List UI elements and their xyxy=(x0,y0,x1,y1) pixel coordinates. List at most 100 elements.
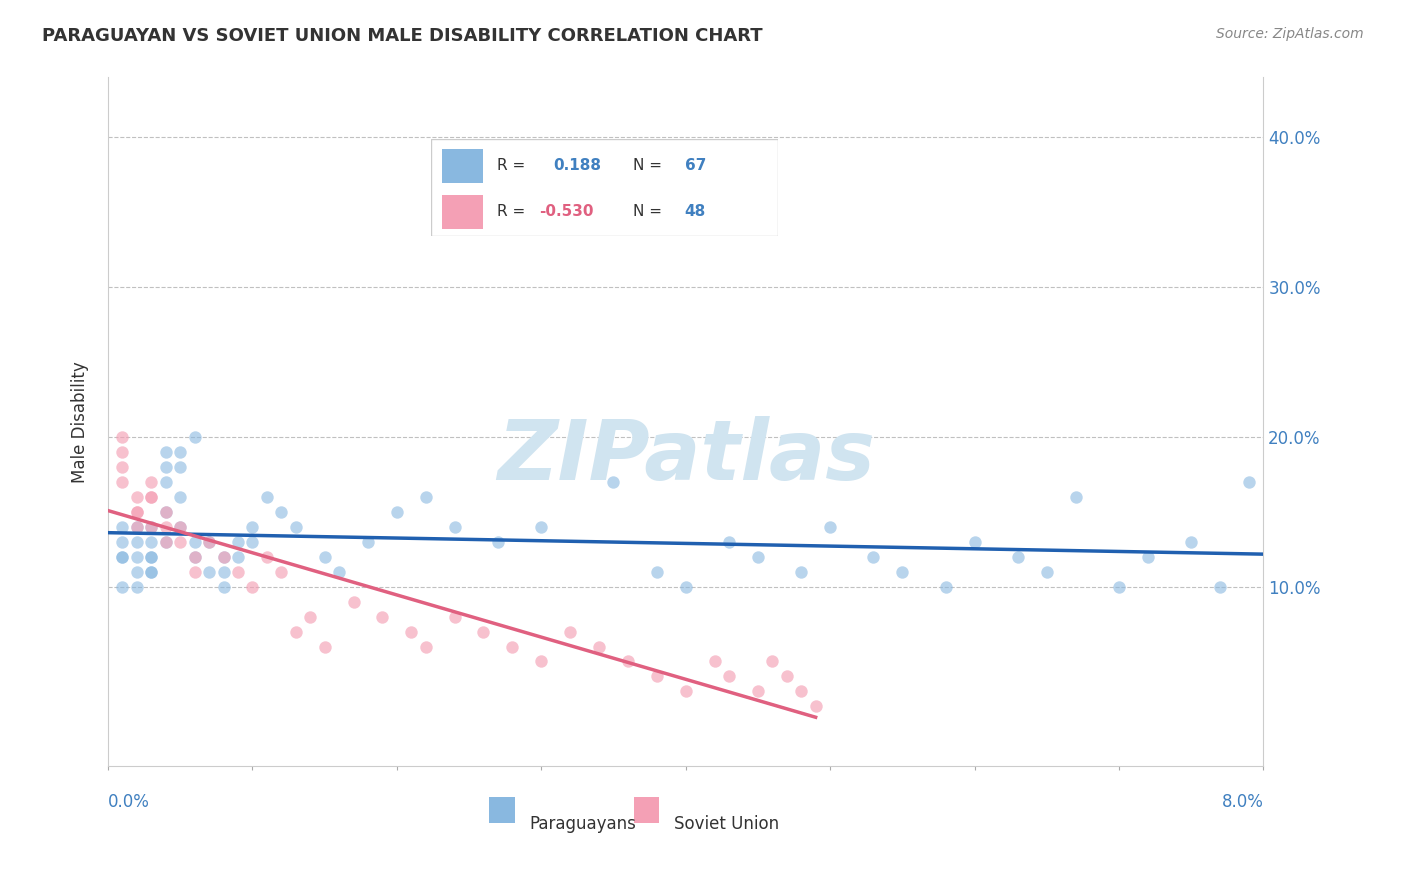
Point xyxy=(645,565,668,579)
Point xyxy=(212,565,235,579)
Point xyxy=(675,684,697,698)
Point xyxy=(111,459,134,474)
Point xyxy=(125,490,148,504)
Point xyxy=(501,640,523,654)
Point xyxy=(169,445,191,459)
Point xyxy=(125,519,148,533)
Point xyxy=(155,519,177,533)
Point xyxy=(183,549,205,564)
Point xyxy=(299,609,322,624)
Point xyxy=(169,459,191,474)
Point xyxy=(226,565,249,579)
Point xyxy=(141,549,163,564)
Point xyxy=(1035,565,1057,579)
Point xyxy=(141,565,163,579)
Point xyxy=(675,580,697,594)
Text: 8.0%: 8.0% xyxy=(1222,793,1264,812)
Point xyxy=(747,549,769,564)
Point xyxy=(111,445,134,459)
Point xyxy=(111,534,134,549)
Point xyxy=(1209,580,1232,594)
Point xyxy=(169,534,191,549)
Point xyxy=(183,549,205,564)
Text: Source: ZipAtlas.com: Source: ZipAtlas.com xyxy=(1216,27,1364,41)
Point xyxy=(1108,580,1130,594)
Point xyxy=(588,640,610,654)
Point xyxy=(141,519,163,533)
Point xyxy=(371,609,394,624)
Point xyxy=(111,430,134,444)
Point xyxy=(256,490,278,504)
Point xyxy=(226,534,249,549)
Point xyxy=(125,549,148,564)
Point xyxy=(284,519,307,533)
Point xyxy=(602,475,624,489)
Point xyxy=(935,580,957,594)
Point xyxy=(1237,475,1260,489)
Point xyxy=(111,549,134,564)
Point xyxy=(761,655,783,669)
Text: 0.0%: 0.0% xyxy=(108,793,150,812)
Point xyxy=(141,490,163,504)
Point xyxy=(862,549,884,564)
Point xyxy=(125,565,148,579)
Point xyxy=(242,580,264,594)
Point xyxy=(198,534,221,549)
Point xyxy=(155,534,177,549)
Point xyxy=(270,505,292,519)
Point xyxy=(212,549,235,564)
Point xyxy=(284,624,307,639)
Point xyxy=(242,519,264,533)
Point xyxy=(141,549,163,564)
Point xyxy=(804,699,827,714)
Point xyxy=(401,624,423,639)
Point xyxy=(155,534,177,549)
Point xyxy=(1007,549,1029,564)
Point xyxy=(125,534,148,549)
Point xyxy=(141,475,163,489)
Point xyxy=(530,655,553,669)
Point xyxy=(314,549,336,564)
Point xyxy=(1180,534,1202,549)
Y-axis label: Male Disability: Male Disability xyxy=(72,361,89,483)
Point xyxy=(703,655,725,669)
Point xyxy=(558,624,581,639)
Point xyxy=(183,565,205,579)
Point xyxy=(183,534,205,549)
Point xyxy=(717,669,740,683)
Point xyxy=(415,490,437,504)
FancyBboxPatch shape xyxy=(634,797,659,822)
Point xyxy=(125,505,148,519)
Point xyxy=(155,459,177,474)
Point xyxy=(790,684,813,698)
Point xyxy=(645,669,668,683)
Point xyxy=(242,534,264,549)
Point xyxy=(818,519,841,533)
Point xyxy=(963,534,986,549)
Point xyxy=(141,519,163,533)
Text: ZIPatlas: ZIPatlas xyxy=(496,416,875,497)
Point xyxy=(328,565,350,579)
Point xyxy=(747,684,769,698)
Point xyxy=(776,669,799,683)
Point xyxy=(141,490,163,504)
Point xyxy=(169,519,191,533)
Point xyxy=(486,534,509,549)
Point xyxy=(141,534,163,549)
Point xyxy=(183,430,205,444)
Point xyxy=(270,565,292,579)
Point xyxy=(1136,549,1159,564)
Point xyxy=(125,580,148,594)
Point xyxy=(357,534,380,549)
Point xyxy=(530,519,553,533)
Point xyxy=(891,565,914,579)
Point xyxy=(198,565,221,579)
Point xyxy=(155,505,177,519)
Point xyxy=(111,519,134,533)
Point xyxy=(212,549,235,564)
Text: Paraguayans: Paraguayans xyxy=(530,814,637,832)
Point xyxy=(1064,490,1087,504)
Text: Soviet Union: Soviet Union xyxy=(673,814,779,832)
Point xyxy=(125,505,148,519)
Point xyxy=(415,640,437,654)
